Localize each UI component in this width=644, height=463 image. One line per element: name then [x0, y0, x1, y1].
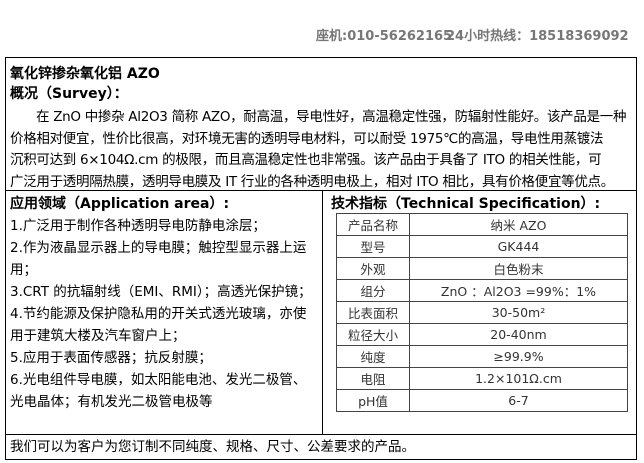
- spec-value: 1.2×101Ω.cm: [409, 367, 628, 390]
- spec-row: 电阻 1.2×101Ω.cm: [336, 367, 628, 390]
- title: 氧化锌掺杂氧化铝 AZO: [10, 66, 160, 82]
- spec-key: 粒径大小: [336, 323, 410, 346]
- spec-row: 粒径大小 20-40nm: [336, 323, 628, 346]
- spec-value: 纳米 AZO: [409, 213, 628, 236]
- footer: 我们可以为客户为您订制不同纯度、规格、尺寸、公差要求的产品。: [6, 434, 636, 459]
- application-item: 6.光电组件导电膜，如太阳能电池、发光二极管、光电晶体；有机发光二极管电极等: [10, 372, 307, 410]
- spec-row: 纯度 ≥99.9%: [336, 345, 628, 368]
- spec-value: 20-40nm: [409, 323, 628, 346]
- application-item: 5.应用于表面传感器；抗反射膜；: [10, 350, 212, 366]
- spec-row: 比表面积 30-50m²: [336, 301, 628, 324]
- spec-key: pH值: [336, 389, 410, 412]
- spec-key: 组分: [336, 279, 410, 302]
- survey-line: 广泛用于透明隔热膜，透明导电膜及 IT 行业的各种透明电极上，相对 ITO 相比…: [10, 173, 614, 190]
- application-item: 3.CRT 的抗辐射线（EMI、RMI）；高透光保护镜；: [10, 284, 312, 300]
- survey-line: 在 ZnO 中掺杂 Al2O3 简称 AZO，耐高温，导电性好，高温稳定性强，防…: [36, 109, 627, 125]
- spec-value: ZnO ：Al2O3 =99%：1%: [409, 279, 628, 302]
- spec-key: 产品名称: [336, 213, 410, 236]
- spec-value: ≥99.9%: [409, 345, 628, 368]
- specification: 技术指标（Technical Specification）: 产品名称 纳米 AZ…: [323, 190, 636, 434]
- spec-key: 型号: [336, 235, 410, 258]
- spec-table: 产品名称 纳米 AZO 型号 GK444 外观 白色粉末 组分 ZnO ：Al2O3 =99%…: [336, 213, 628, 412]
- application-heading: 应用领域（Application area）:: [10, 196, 230, 212]
- application-item: 2.作为液晶显示器上的导电膜；触控型显示器上运用；: [10, 240, 307, 278]
- spec-key: 纯度: [336, 345, 410, 368]
- spec-value: 白色粉末: [409, 257, 628, 280]
- survey-line: 价格相对便宜，性价比很高，对环境无害的透明导电材料，可以耐受 1975℃的高温，…: [10, 130, 604, 147]
- spec-key: 外观: [336, 257, 410, 280]
- survey-line: 沉积可达到 6×104Ω.cm 的极限，而且高温稳定性也非常强。该产品由于具备了…: [10, 152, 602, 168]
- specification-heading: 技术指标（Technical Specification）:: [331, 196, 601, 212]
- spec-row: 型号 GK444: [336, 235, 628, 258]
- spec-row: 组分 ZnO ：Al2O3 =99%：1%: [336, 279, 628, 302]
- application: 应用领域（Application area）: 1.广泛用于制作各种透明导电防静…: [6, 190, 323, 434]
- spec-value: 30-50m²: [409, 301, 628, 324]
- hotline: 24小时热线：18518369092: [446, 29, 629, 44]
- survey-heading: 概况（Survey）：: [10, 86, 128, 102]
- spec-row: 外观 白色粉末: [336, 257, 628, 280]
- application-item: 4.节约能源及保护隐私用的开关式透光玻璃，亦使用于建筑大楼及汽车窗户上；: [10, 306, 307, 344]
- application-list: 1.广泛用于制作各种透明导电防静电涂层； 2.作为液晶显示器上的导电膜；触控型显示…: [6, 215, 322, 413]
- content-box: 氧化锌掺杂氧化铝 AZO 概况（Survey）： 在 ZnO 中掺杂 Al2O3…: [5, 57, 637, 460]
- spec-key: 电阻: [336, 367, 410, 390]
- spec-key: 比表面积: [336, 301, 410, 324]
- spec-value: 6-7: [409, 389, 628, 412]
- spec-row: 产品名称 纳米 AZO: [336, 213, 628, 236]
- spec-row: pH值 6-7: [336, 389, 628, 412]
- application-item: 1.广泛用于制作各种透明导电防静电涂层；: [10, 218, 266, 234]
- spec-value: GK444: [409, 235, 628, 258]
- landline: 座机:010-56262165: [316, 29, 453, 44]
